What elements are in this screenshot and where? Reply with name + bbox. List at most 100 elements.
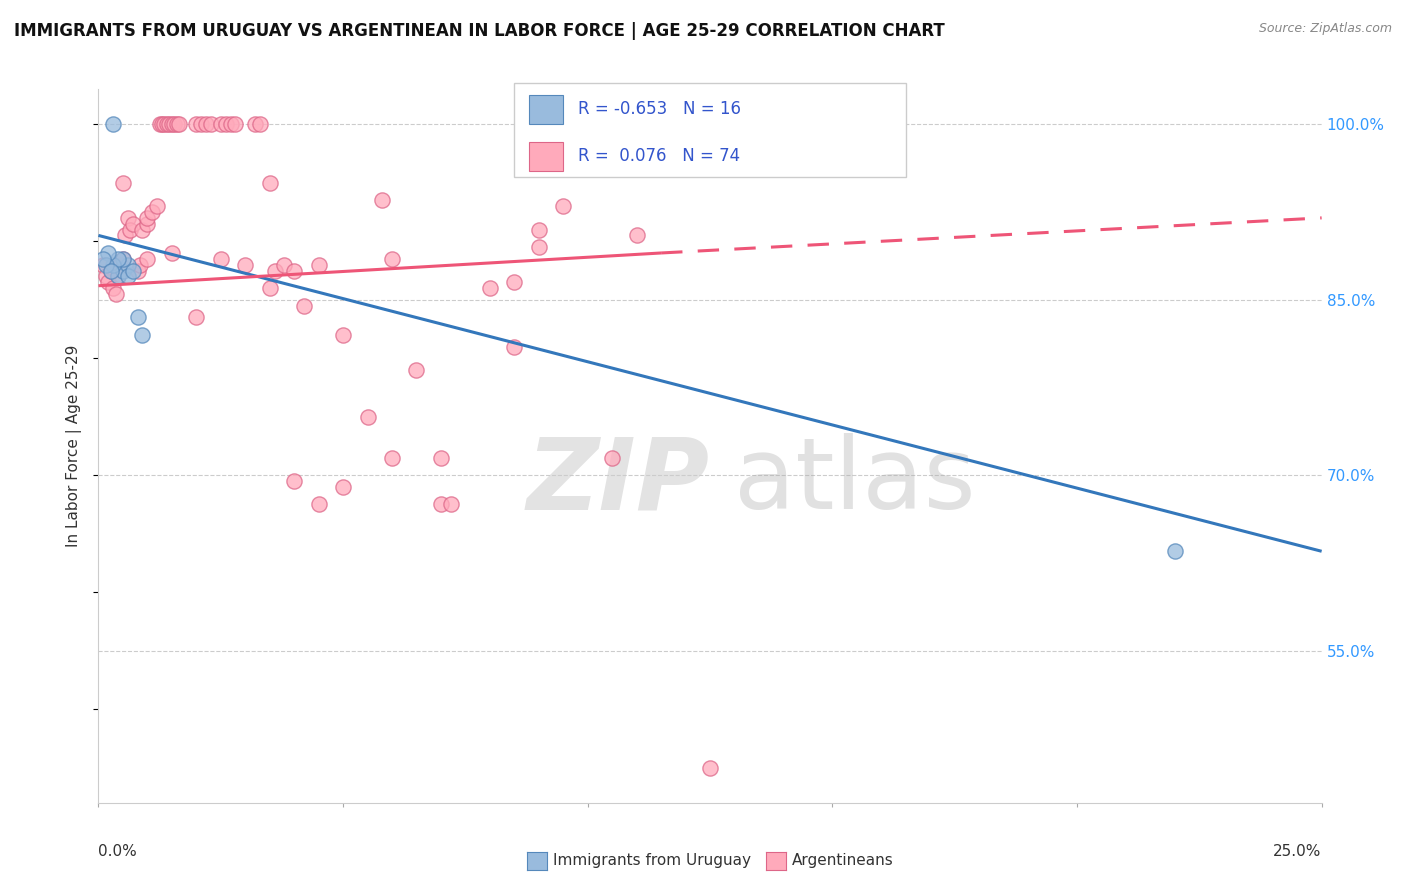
Point bbox=[101, 258, 124, 272]
Point bbox=[381, 450, 404, 465]
Point bbox=[91, 252, 114, 266]
Point bbox=[136, 211, 159, 225]
Point bbox=[107, 252, 129, 266]
Point bbox=[101, 281, 124, 295]
FancyBboxPatch shape bbox=[515, 83, 905, 177]
Point bbox=[283, 263, 305, 277]
Point bbox=[263, 263, 285, 277]
Point bbox=[292, 299, 315, 313]
Point bbox=[1164, 544, 1187, 558]
Point bbox=[91, 258, 114, 272]
Point bbox=[381, 252, 404, 266]
Point bbox=[699, 761, 721, 775]
Point bbox=[127, 263, 149, 277]
Text: Immigrants from Uruguay: Immigrants from Uruguay bbox=[553, 854, 751, 868]
Point bbox=[94, 269, 117, 284]
Point bbox=[478, 281, 501, 295]
Point bbox=[150, 117, 173, 131]
Text: 0.0%: 0.0% bbox=[98, 844, 138, 859]
Point bbox=[160, 246, 183, 260]
Point bbox=[200, 117, 222, 131]
Point bbox=[101, 117, 124, 131]
Text: 25.0%: 25.0% bbox=[1274, 844, 1322, 859]
Point bbox=[430, 450, 453, 465]
Point bbox=[94, 258, 117, 272]
Point bbox=[527, 222, 550, 236]
Bar bbox=[529, 95, 564, 124]
Point bbox=[405, 363, 427, 377]
Text: Argentineans: Argentineans bbox=[792, 854, 893, 868]
Point bbox=[141, 205, 163, 219]
Point bbox=[259, 176, 281, 190]
Point bbox=[190, 117, 212, 131]
Point bbox=[273, 258, 295, 272]
Point bbox=[356, 409, 378, 424]
Point bbox=[195, 117, 218, 131]
Point bbox=[186, 310, 208, 325]
Point bbox=[209, 117, 232, 131]
Point bbox=[117, 211, 139, 225]
Point bbox=[214, 117, 236, 131]
Point bbox=[157, 117, 180, 131]
Point bbox=[131, 327, 153, 342]
Point bbox=[136, 252, 159, 266]
Point bbox=[111, 252, 134, 266]
Text: R = -0.653   N = 16: R = -0.653 N = 16 bbox=[578, 100, 741, 118]
Point bbox=[127, 310, 149, 325]
Point bbox=[129, 258, 152, 272]
Point bbox=[233, 258, 256, 272]
Point bbox=[600, 450, 623, 465]
Text: ZIP: ZIP bbox=[527, 434, 710, 530]
Point bbox=[121, 263, 143, 277]
Point bbox=[163, 117, 186, 131]
Point bbox=[243, 117, 266, 131]
Point bbox=[430, 498, 453, 512]
Point bbox=[156, 117, 179, 131]
Text: IMMIGRANTS FROM URUGUAY VS ARGENTINEAN IN LABOR FORCE | AGE 25-29 CORRELATION CH: IMMIGRANTS FROM URUGUAY VS ARGENTINEAN I… bbox=[14, 22, 945, 40]
Point bbox=[209, 252, 232, 266]
Point bbox=[149, 117, 172, 131]
Point bbox=[527, 240, 550, 254]
Point bbox=[104, 287, 127, 301]
Point bbox=[97, 246, 120, 260]
Point bbox=[308, 258, 330, 272]
Point bbox=[107, 269, 129, 284]
Point bbox=[259, 281, 281, 295]
Point bbox=[160, 117, 183, 131]
Y-axis label: In Labor Force | Age 25-29: In Labor Force | Age 25-29 bbox=[66, 345, 83, 547]
Point bbox=[283, 474, 305, 488]
Point bbox=[97, 275, 120, 289]
Point bbox=[186, 117, 208, 131]
Point bbox=[167, 117, 190, 131]
Point bbox=[166, 117, 188, 131]
Point bbox=[136, 217, 159, 231]
Point bbox=[110, 258, 132, 272]
Point bbox=[371, 194, 394, 208]
Point bbox=[146, 199, 169, 213]
Point bbox=[131, 222, 153, 236]
Point bbox=[114, 228, 136, 243]
Point bbox=[224, 117, 246, 131]
Point bbox=[153, 117, 176, 131]
Point bbox=[503, 275, 526, 289]
Point bbox=[219, 117, 242, 131]
Point bbox=[332, 480, 354, 494]
Point bbox=[121, 217, 143, 231]
Text: atlas: atlas bbox=[734, 434, 976, 530]
Point bbox=[111, 176, 134, 190]
Point bbox=[249, 117, 271, 131]
Bar bbox=[529, 142, 564, 171]
Point bbox=[332, 327, 354, 342]
Point bbox=[553, 199, 575, 213]
Text: Source: ZipAtlas.com: Source: ZipAtlas.com bbox=[1258, 22, 1392, 36]
Point bbox=[117, 258, 139, 272]
Point bbox=[308, 498, 330, 512]
Point bbox=[117, 269, 139, 284]
Point bbox=[111, 263, 134, 277]
Point bbox=[107, 269, 129, 284]
Point bbox=[100, 263, 122, 277]
Point bbox=[626, 228, 648, 243]
Point bbox=[440, 498, 463, 512]
Point bbox=[120, 222, 142, 236]
Point bbox=[100, 263, 122, 277]
